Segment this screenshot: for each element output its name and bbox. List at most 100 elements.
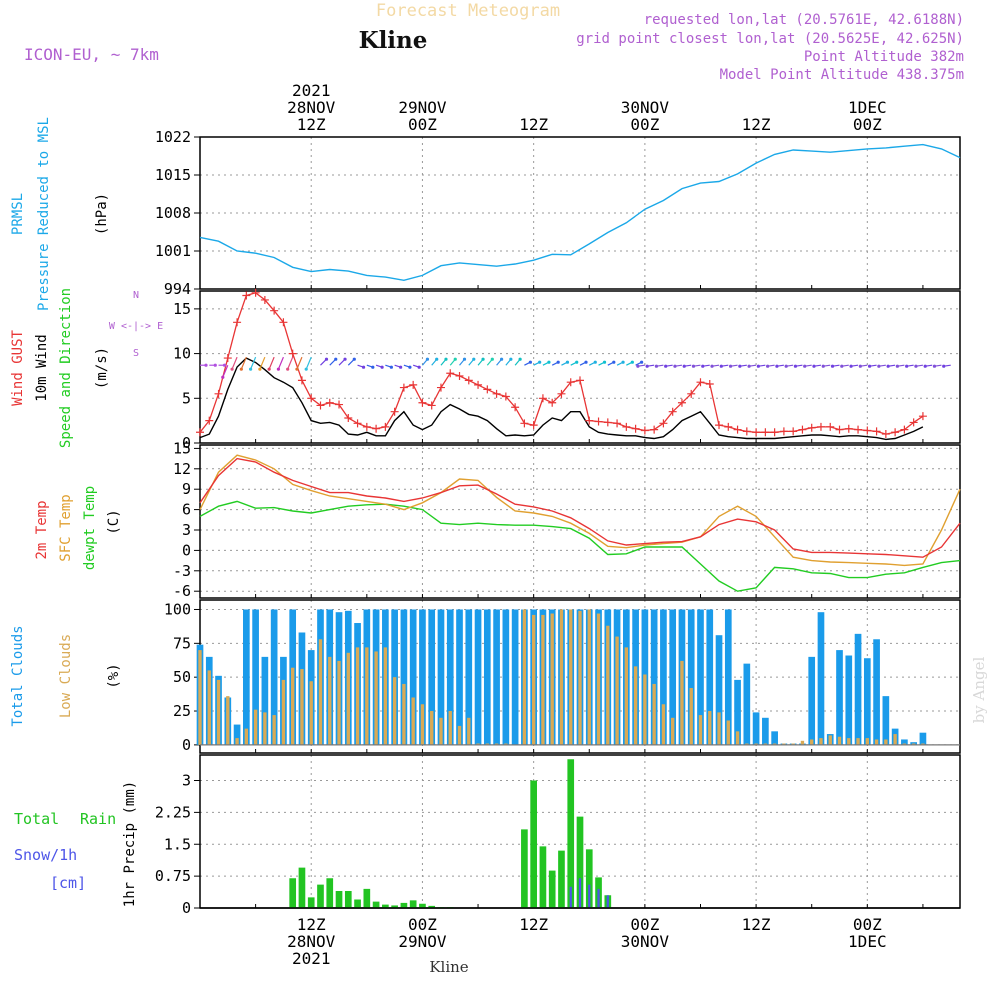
wind-direction-arrow: [240, 356, 247, 370]
low-cloud-bar: [420, 704, 425, 745]
low-cloud-bar: [828, 735, 832, 745]
low-cloud-bar: [281, 679, 286, 745]
chart-marks: 102210151008100199415105015129630-3-6100…: [155, 81, 961, 968]
precip-labels: Total Rain Snow/1h [cm] 1hr Precip (mm): [14, 781, 138, 907]
rain-bar: [382, 904, 389, 908]
low-cloud-bar: [485, 743, 489, 745]
top-time-label: 00Z: [630, 115, 659, 134]
snow-label: Snow/1h: [14, 846, 77, 864]
top-time-label: 30NOV: [621, 98, 670, 117]
wind-arrow-head: [334, 357, 338, 361]
wind-10m-line: [199, 357, 924, 441]
low-cloud-bar: [596, 613, 601, 745]
rain-bar: [428, 905, 436, 908]
gust-marker: [446, 369, 455, 378]
low-cloud-bar: [633, 666, 638, 745]
bottom-time-label: 12Z: [742, 915, 771, 934]
y-tick-label: 25: [173, 702, 191, 720]
rain-bar: [530, 780, 537, 908]
bottom-time-label: 29NOV: [398, 932, 447, 951]
total-cloud-bar: [437, 609, 445, 745]
low-cloud-bar: [244, 728, 249, 745]
total-cloud-bar: [428, 609, 436, 745]
gust-marker: [918, 412, 927, 421]
wind-labels: Wind GUST 10m Wind Speed and Direction (…: [10, 288, 163, 448]
top-time-label: 28NOV: [287, 98, 336, 117]
sfc-temp-label: SFC Temp: [58, 494, 74, 561]
panel-frame: [199, 136, 961, 290]
wind-arrow-head: [343, 357, 347, 361]
gust-marker: [538, 394, 547, 403]
rain-bar: [307, 897, 315, 908]
panel-frame: [199, 444, 961, 599]
snow-bar: [578, 878, 582, 908]
wind-arrow-head: [914, 364, 918, 368]
gust-marker: [659, 419, 668, 428]
rain-bar: [585, 849, 593, 908]
low-cloud-bar: [791, 743, 795, 745]
total-cloud-bar: [243, 609, 250, 745]
y-tick-label: 0: [182, 736, 191, 754]
total-cloud-bar: [836, 650, 843, 745]
wind-arrow-head: [905, 364, 909, 368]
gust-marker: [752, 428, 761, 437]
total-cloud-bar: [854, 633, 862, 745]
total-cloud-bar: [724, 609, 732, 745]
y-tick-label: 15: [173, 300, 191, 318]
gust-marker: [251, 288, 260, 297]
wind-arrow-head: [886, 364, 890, 368]
wind-direction-arrow: [296, 356, 303, 370]
rain-bar: [363, 888, 371, 908]
low-cloud-bar: [578, 610, 582, 745]
total-cloud-bar: [511, 609, 519, 745]
low-cloud-bar: [911, 743, 916, 745]
low-cloud-bar: [402, 683, 406, 745]
gust-marker: [705, 379, 714, 388]
total-cloud-bar: [706, 609, 714, 745]
gust-marker: [891, 428, 900, 437]
low-cloud-bar: [207, 670, 211, 745]
bottom-time-label: 12Z: [297, 915, 326, 934]
gust-marker: [270, 306, 279, 315]
rain-bar: [400, 902, 408, 908]
low-cloud-bar: [652, 683, 656, 745]
total-cloud-bar: [752, 712, 760, 745]
bottom-time-label: 1DEC: [848, 932, 887, 951]
gust-marker: [881, 430, 890, 439]
gust-marker: [325, 398, 334, 407]
gust-marker: [677, 398, 686, 407]
low-cloud-bar: [392, 677, 397, 745]
rain-bar: [521, 829, 528, 908]
low-cloud-bar: [921, 743, 925, 745]
total-cloud-bar: [474, 609, 482, 745]
low-cloud-bar: [837, 736, 842, 745]
y-tick-label: 6: [182, 501, 191, 519]
wind-arrow-head: [895, 364, 899, 368]
low-cloud-bar: [893, 734, 897, 745]
y-tick-label: 994: [164, 280, 191, 298]
y-tick-label: 3: [182, 521, 191, 539]
wind-arrow-head: [509, 357, 513, 361]
wind-arrow-head: [858, 364, 862, 368]
low-cloud-bar: [735, 731, 740, 745]
model-label: ICON-EU, ~ 7km: [24, 45, 159, 64]
rain-bar: [298, 867, 306, 908]
cloud-unit: (%): [106, 663, 122, 688]
gust-marker: [733, 425, 742, 434]
wind-direction-arrow: [268, 356, 275, 370]
rain-label: Rain: [80, 810, 116, 828]
wind-arrow-head: [380, 365, 384, 369]
low-cloud-bar: [689, 688, 693, 745]
total-cloud-bar: [919, 732, 927, 745]
low-cloud-bar: [772, 743, 777, 745]
low-cloud-bar: [661, 704, 666, 745]
total-cloud-bar: [419, 609, 426, 745]
gust-marker: [761, 428, 770, 437]
gust-marker: [344, 413, 353, 422]
wind-arrow-head: [793, 364, 798, 368]
wind-arrow-head: [324, 357, 329, 361]
wind-arrow-head: [612, 360, 616, 364]
wind-arrow-head: [775, 364, 779, 368]
y-tick-label: 100: [164, 600, 191, 618]
